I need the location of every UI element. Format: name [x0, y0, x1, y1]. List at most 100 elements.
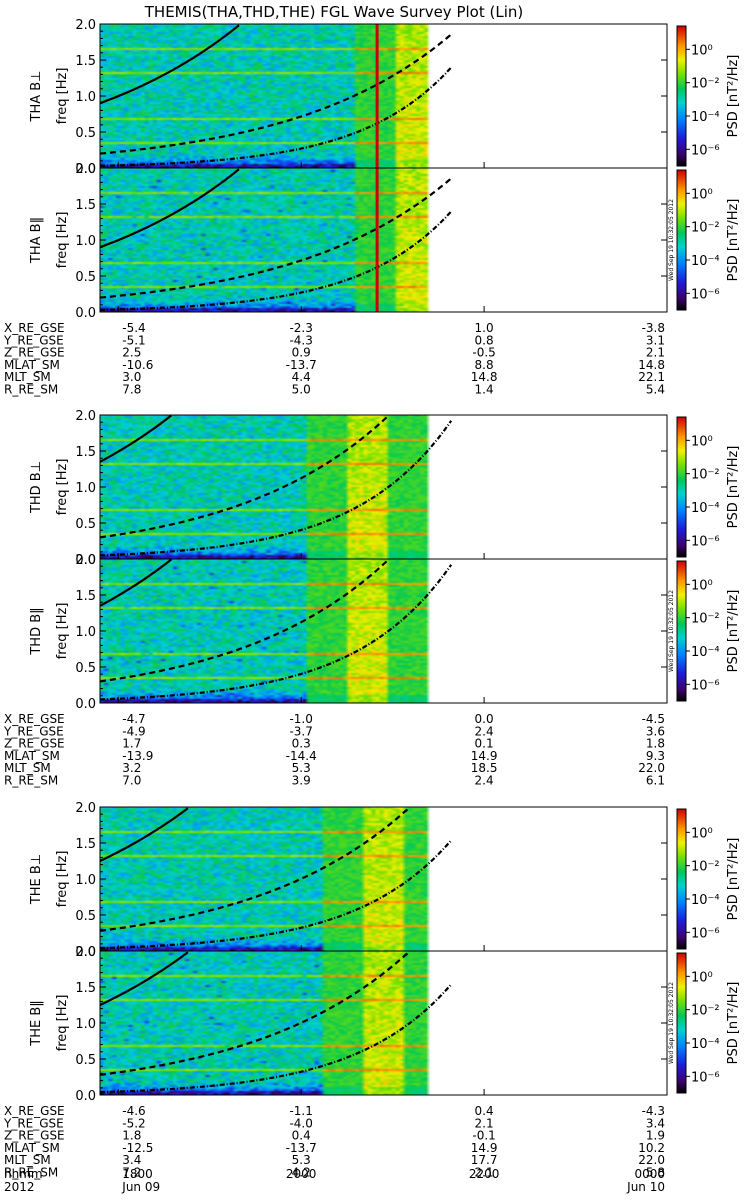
ephemeris-value: 2.5 [122, 346, 141, 360]
colorbar-gradient [677, 170, 686, 310]
ephemeris-row-name: Y_RE_GSE [3, 1116, 64, 1130]
ephemeris-value: -4.7 [122, 712, 145, 726]
colorbar-gradient [677, 26, 686, 166]
ephemeris-value: 0.8 [475, 333, 494, 347]
y-tick-label: 2.0 [75, 945, 96, 960]
colorbar-frame [676, 560, 687, 702]
ephemeris-value: -5.2 [122, 1116, 145, 1130]
spectrogram-panel: 0.0 0.5 1.0 1.5 2.0 THE B⊥ freq [Hz] 10⁰ 10⁻² 10⁻… [29, 801, 741, 960]
frequency-curve [99, 807, 410, 932]
frequency-curve [100, 66, 452, 167]
colorbar-gradient [677, 809, 686, 949]
ephemeris-value: 22.0 [638, 1153, 665, 1167]
ephemeris-value: -13.7 [286, 1141, 317, 1155]
colorbar-tick-label: 10⁻⁴ [691, 254, 720, 269]
end-date-label: Jun 10 [626, 1180, 665, 1194]
y-tick-label: 1.5 [75, 981, 96, 996]
probe-group-thd: 0.0 0.5 1.0 1.5 2.0 THD B⊥ freq [Hz] 10⁰ 10⁻² 10⁻… [3, 409, 741, 788]
y-tick-label: 1.0 [75, 481, 96, 496]
ephemeris-value: -14.4 [286, 749, 317, 763]
ephemeris-value: -4.0 [289, 1116, 312, 1130]
render-timestamp: Wed Sep 19 10:32:05 2012 [668, 590, 675, 672]
y-tick-label: 2.0 [75, 409, 96, 424]
y-tick-label: 0.5 [75, 909, 96, 924]
colorbar-label: PSD [nT²/Hz] [726, 446, 741, 529]
colorbar-label: PSD [nT²/Hz] [726, 838, 741, 921]
ephemeris-value: -3.8 [642, 321, 665, 335]
frequency-curve [99, 414, 173, 463]
spectrogram-image [100, 24, 667, 168]
ephemeris-row-name: X_RE_GSE [4, 712, 65, 726]
ephemeris-value: 10.2 [638, 1141, 665, 1155]
frequency-curve [99, 558, 173, 607]
y-tick-label: 0.0 [75, 945, 96, 960]
y-tick-label: 1.5 [75, 198, 96, 213]
panel-component-label: THD B‖ [29, 607, 44, 655]
y-tick-label: 0.0 [75, 553, 96, 568]
ephemeris-value: 0.0 [475, 712, 494, 726]
ephemeris-value: -1.1 [289, 1104, 312, 1118]
frequency-curve [99, 951, 189, 1006]
colorbar-tick-label: 10⁰ [691, 187, 713, 202]
ephemeris-row-name: X_RE_GSE [4, 1104, 65, 1118]
colorbar-tick-label: 10⁰ [691, 43, 713, 58]
ephemeris-value: -4.3 [289, 333, 312, 347]
x-tick-label: 2000 [286, 1167, 317, 1181]
ephemeris-value: -4.6 [122, 1104, 145, 1118]
ephemeris-row-name: R_RE_SM [4, 383, 58, 397]
y-tick-label: 0.5 [75, 661, 96, 676]
frequency-curve [99, 951, 410, 1076]
ephemeris-row-name: MLT_SM [4, 370, 51, 384]
ephemeris-value: -13.9 [122, 749, 153, 763]
spectrogram-image [100, 951, 667, 1095]
ephemeris-value: 18.5 [471, 761, 498, 775]
ephemeris-value: 7.0 [122, 774, 141, 788]
y-tick-label: 0.5 [75, 1053, 96, 1068]
y-tick-label: 0.0 [75, 1089, 96, 1104]
ephemeris-value: 1.9 [646, 1129, 665, 1143]
ephemeris-value: -5.4 [122, 321, 145, 335]
ephemeris-value: 8.8 [475, 358, 494, 372]
spectrogram-image [100, 168, 667, 312]
colorbar-tick-label: 10⁻⁶ [691, 678, 720, 693]
y-axis-label: freq [Hz] [55, 995, 70, 1052]
y-tick-label: 0.0 [75, 162, 96, 177]
ephemeris-row-name: MLT_SM [4, 761, 51, 775]
colorbar-gradient [677, 561, 686, 701]
y-tick-label: 2.0 [75, 18, 96, 33]
y-tick-label: 1.5 [75, 589, 96, 604]
ephemeris-value: -0.1 [472, 1129, 495, 1143]
ephemeris-value: 5.8 [646, 1166, 665, 1180]
y-tick-label: 0.5 [75, 517, 96, 532]
ephemeris-value: -13.7 [286, 358, 317, 372]
ephemeris-value: 7.2 [122, 1166, 141, 1180]
panel-component-label: THA B⊥ [29, 71, 44, 123]
ephemeris-value: 5.0 [292, 383, 311, 397]
colorbar-frame [676, 808, 687, 950]
ephemeris-value: 5.3 [292, 1153, 311, 1167]
y-tick-label: 2.0 [75, 162, 96, 177]
ephemeris-value: 14.8 [638, 358, 665, 372]
colorbar-tick-label: 10⁻² [691, 468, 720, 483]
spectrogram-panel: 0.0 0.5 1.0 1.5 2.0 THD B⊥ freq [Hz] 10⁰ 10⁻² 10⁻… [29, 409, 741, 568]
colorbar-gradient [677, 417, 686, 557]
y-tick-label: 0.0 [75, 306, 96, 321]
ephemeris-value: -1.0 [289, 712, 312, 726]
spectrogram-panel: 0.0 0.5 1.0 1.5 2.0 THA B⊥ freq [Hz] 10⁰ 10⁻² 10⁻… [29, 18, 741, 177]
ephemeris-value: 0.4 [292, 1129, 311, 1143]
ephemeris-row-name: MLAT_SM [4, 749, 60, 763]
colorbar-frame [676, 169, 687, 311]
colorbar-label: PSD [nT²/Hz] [726, 199, 741, 282]
panel-component-label: THE B⊥ [29, 854, 44, 905]
colorbar-label: PSD [nT²/Hz] [726, 982, 741, 1065]
frequency-curve [100, 839, 453, 950]
ephemeris-value: -10.6 [122, 358, 153, 372]
colorbar-tick-label: 10⁻² [691, 221, 720, 236]
probe-group-the: 0.0 0.5 1.0 1.5 2.0 THE B⊥ freq [Hz] 10⁰ 10⁻² 10⁻… [3, 801, 741, 1180]
y-tick-label: 1.0 [75, 625, 96, 640]
colorbar-tick-label: 10⁰ [691, 970, 713, 985]
ephemeris-value: 5.3 [292, 761, 311, 775]
y-tick-label: 0.0 [75, 697, 96, 712]
ephemeris-value: 2.1 [475, 1166, 494, 1180]
